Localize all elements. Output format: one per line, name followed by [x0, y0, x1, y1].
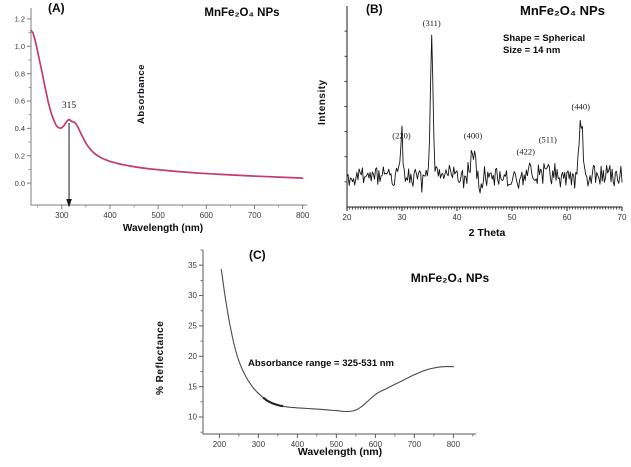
x-tick-label: 40 — [453, 213, 462, 222]
data-line — [30, 29, 304, 180]
panel-b-size-note: Size = 14 nm — [503, 45, 561, 56]
panel-b-y-axis-label: Intensity — [317, 79, 328, 125]
xrd-peak-label: (511) — [539, 135, 557, 145]
xrd-peak-label: (440) — [572, 102, 591, 112]
y-tick-label: 0.8 — [15, 69, 25, 78]
y-tick-label: 1.0 — [15, 42, 25, 51]
panel-b-title: MnFe₂O₄ NPs — [520, 3, 605, 18]
y-tick-label: 0.4 — [15, 124, 25, 133]
panel-a-x-axis-label: Wavelength (nm) — [122, 223, 204, 234]
panel-b-label: (B) — [366, 2, 383, 16]
x-tick-label: 700 — [248, 211, 262, 220]
xrd-peak-label: (220) — [392, 131, 411, 141]
y-tick-label: 1.2 — [15, 15, 25, 24]
x-tick-label: 30 — [398, 213, 407, 222]
x-tick-label: 700 — [408, 440, 422, 449]
y-tick-label: 0.6 — [15, 97, 25, 106]
uvvis-chart-panel-a: 300 400 500 600 700 800 0.0 0.2 0.4 0.6 0.8 1.0 1.2 3… — [15, 8, 310, 220]
x-tick-label: 800 — [447, 440, 461, 449]
panel-a-y-axis-label: Absorbance — [136, 64, 147, 124]
x-tick-label: 60 — [563, 213, 572, 222]
panel-c-y-axis-label: % Reflectance — [155, 320, 166, 396]
peak-arrow-head — [66, 199, 72, 208]
data-line — [220, 268, 454, 413]
panel-c-title: MnFe₂O₄ NPs — [410, 271, 490, 285]
y-tick-label: 0.0 — [15, 179, 25, 188]
reflectance-chart-panel-c: 200 300 400 500 600 700 800 10 15 20 25 30 35 — [188, 249, 476, 449]
panel-a-title: MnFe₂O₄ NPs — [204, 7, 280, 19]
y-tick-label: 10 — [188, 413, 197, 422]
y-tick-label: 20 — [188, 352, 197, 361]
y-tick-label: 35 — [188, 261, 197, 270]
y-tick-label: 25 — [188, 322, 197, 331]
xrd-peak-label: (311) — [423, 18, 441, 28]
x-tick-label: 20 — [343, 213, 352, 222]
panel-b-shape-note: Shape = Spherical — [503, 33, 586, 44]
xrd-peak-label: (400) — [464, 131, 483, 141]
x-tick-label: 300 — [55, 211, 69, 220]
panel-b-x-axis-label: 2 Theta — [468, 227, 506, 239]
x-tick-label: 70 — [618, 213, 627, 222]
panel-a-label: (A) — [48, 1, 65, 15]
x-tick-label: 600 — [200, 211, 214, 220]
x-tick-label: 500 — [330, 440, 344, 449]
x-tick-label: 400 — [291, 440, 305, 449]
data-line-bold-segment — [262, 396, 284, 408]
axes — [202, 250, 476, 435]
panel-c-x-axis-label: Wavelength (nm) — [297, 446, 383, 458]
x-tick-label: 600 — [369, 440, 383, 449]
data-line — [346, 34, 623, 194]
y-tick-label: 15 — [188, 382, 197, 391]
y-tick-label: 0.2 — [15, 151, 25, 160]
x-tick-label: 50 — [508, 213, 517, 222]
x-tick-label: 200 — [213, 440, 227, 449]
x-tick-label: 400 — [103, 211, 117, 220]
y-tick-label: 30 — [188, 291, 197, 300]
xrd-peak-label: (422) — [517, 147, 536, 157]
x-tick-label: 800 — [296, 211, 310, 220]
panel-c-label: (C) — [249, 248, 266, 262]
x-tick-label: 500 — [151, 211, 165, 220]
peak-wavelength-label: 315 — [62, 101, 77, 111]
x-tick-label: 300 — [252, 440, 266, 449]
xrd-chart-panel-b: 20 30 40 50 60 70 (220) (311) (400) (422)(511) (44… — [343, 6, 627, 222]
panel-c-absorbance-range-annotation: Absorbance range = 325-531 nm — [248, 358, 394, 369]
